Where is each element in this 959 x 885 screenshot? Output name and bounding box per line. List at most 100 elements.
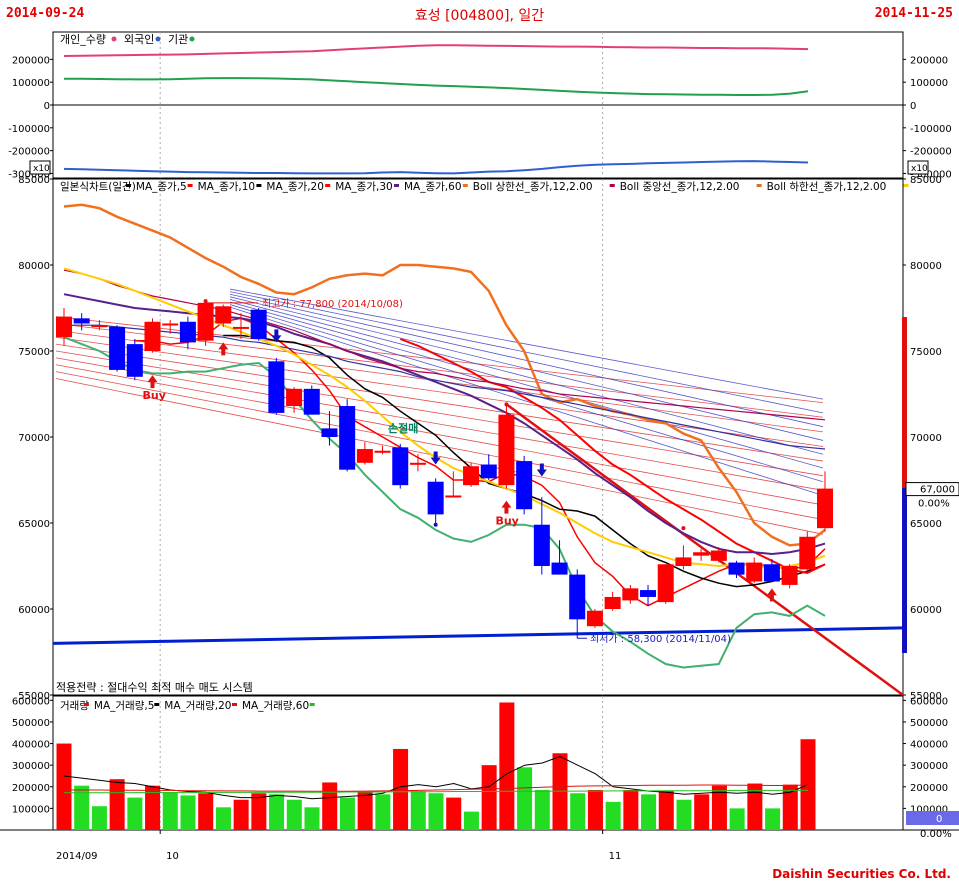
price-ytick-right: 80000 <box>910 261 942 272</box>
volume-ytick-right: 600000 <box>910 696 948 707</box>
candle <box>533 524 550 566</box>
volume-bar <box>729 808 745 830</box>
price-ytick-right: 65000 <box>910 519 942 530</box>
investor-ytick-right: -100000 <box>910 124 952 135</box>
scale-mark: x10 <box>33 164 50 174</box>
high-label: 최고가 : 77,800 (2014/10/08) <box>262 298 403 310</box>
chart-title: 효성 [004800], 일간 <box>414 8 545 24</box>
channel-line-red <box>55 357 824 491</box>
volume-bar <box>747 783 763 830</box>
candle <box>321 428 338 437</box>
channel-line-red <box>55 336 824 447</box>
channel-line-blue <box>229 299 824 455</box>
investor-legend-label: 개인_수량 <box>60 33 106 46</box>
candle <box>197 302 214 341</box>
candle <box>693 552 710 556</box>
investor-line-3 <box>64 77 809 96</box>
channel-line-blue <box>229 291 824 414</box>
price-legend-swatch <box>125 184 131 187</box>
candle <box>463 466 480 486</box>
end-date: 2014-11-25 <box>874 6 953 21</box>
candle <box>356 449 373 463</box>
price-legend-label: MA_종가,5 <box>136 181 187 193</box>
price-line-1 <box>134 317 826 607</box>
sell-arrow-icon <box>271 329 282 343</box>
investor-ytick-right: -200000 <box>910 147 952 158</box>
volume-legend-label: MA_거래량,60 <box>242 700 309 712</box>
signal-dot <box>504 402 509 407</box>
last-price: 67,000 <box>920 485 955 496</box>
candle <box>286 388 303 407</box>
price-ytick-right: 60000 <box>910 605 942 616</box>
signal-buy-1: Buy <box>142 389 165 402</box>
price-ytick-left: 80000 <box>18 261 50 272</box>
price-legend-swatch <box>325 184 331 187</box>
candle <box>392 447 409 486</box>
volume-bar <box>145 785 161 830</box>
scale-box <box>907 160 929 175</box>
channel-line-red <box>55 343 824 462</box>
candle <box>781 566 798 585</box>
price-ytick-left: 75000 <box>18 347 50 358</box>
volume-bar <box>587 790 603 830</box>
volume-bar <box>357 791 373 830</box>
candle <box>746 562 763 582</box>
channel-line-red <box>55 371 824 520</box>
candle <box>109 326 126 370</box>
scale-box <box>29 160 51 175</box>
candle <box>179 321 196 343</box>
signal-buy-2: Buy <box>495 515 518 528</box>
signal-dot <box>433 522 438 527</box>
candle <box>799 536 816 570</box>
range-bar-blue <box>902 488 907 653</box>
candle <box>817 488 833 529</box>
price-ytick-right: 85000 <box>910 175 942 186</box>
candle <box>409 462 426 465</box>
volume-bar <box>676 799 692 830</box>
candle <box>763 564 780 582</box>
volume-ma-line <box>64 784 809 792</box>
volume-bar <box>180 795 196 830</box>
investor-ytick-left: 0 <box>44 101 50 112</box>
candle <box>657 564 674 603</box>
candle <box>215 306 232 324</box>
volume-bar <box>91 806 107 830</box>
price-legend-swatch <box>756 184 762 187</box>
signal-dot <box>681 526 686 531</box>
volume-bar <box>162 792 178 830</box>
candle <box>126 344 143 377</box>
candle <box>268 361 285 413</box>
volume-bar <box>198 793 214 830</box>
buy-arrow-icon <box>766 588 777 602</box>
candle <box>622 588 639 601</box>
price-legend-label: MA_종가,60 <box>404 181 462 193</box>
volume-bar <box>605 801 621 830</box>
investor-ytick-right: 100000 <box>910 78 948 89</box>
candle <box>640 590 657 597</box>
volume-bar <box>534 790 550 830</box>
volume-bar <box>322 782 338 830</box>
volume-bar <box>552 753 568 830</box>
channel-line-blue <box>229 296 824 441</box>
investor-legend-label: 기관 <box>168 33 188 46</box>
price-legend-label: MA_종가,20 <box>266 181 324 193</box>
volume-bar <box>446 797 462 830</box>
candle <box>710 550 727 561</box>
volume-legend-swatch <box>154 703 160 706</box>
volume-ytick-right: 300000 <box>910 761 948 772</box>
candle <box>586 610 603 627</box>
scale-mark: x10 <box>911 164 928 174</box>
investor-line-2 <box>63 160 809 175</box>
volume-bar <box>375 794 391 830</box>
volume-ma-line <box>64 789 809 794</box>
volume-bar <box>658 791 674 830</box>
volume-ytick-left: 500000 <box>12 718 50 729</box>
price-line-8 <box>63 267 826 569</box>
sell-arrow-icon <box>536 463 547 477</box>
x-label-oct: 10 <box>166 851 179 862</box>
volume-ytick-right: 500000 <box>910 718 948 729</box>
brand-footer: Daishin Securities Co. Ltd. <box>772 867 951 881</box>
investor-ytick-left: -300000 <box>8 169 50 180</box>
candle <box>91 325 108 328</box>
